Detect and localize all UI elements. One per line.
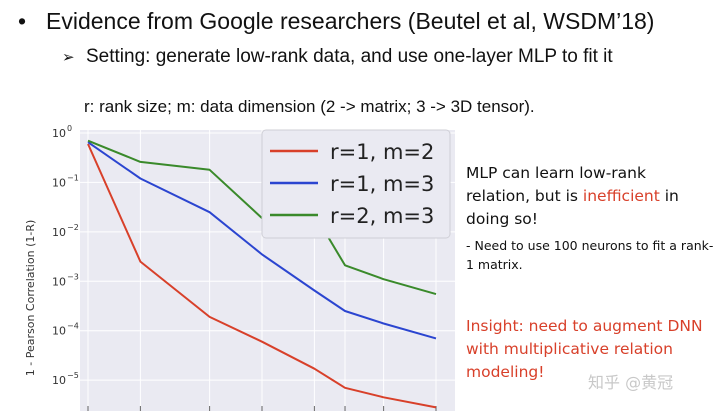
bullet-text: Evidence from Google researchers (Beutel… [46,8,655,34]
y-tick-label: 10 [52,127,66,140]
y-tick-label: 10 [52,374,66,387]
observation-text-end: in doing so! [466,187,679,228]
sub-bullet: ➢ Setting: generate low-rank data, and us… [62,46,613,68]
side-insight: Insight: need to augment DNN with multip… [466,317,703,381]
side-observation: MLP can learn low-rank relation, but is … [466,162,706,231]
y-tick-label: 10 [52,176,66,189]
y-tick-exponent: 0 [67,124,72,133]
y-tick-label: 10 [52,275,66,288]
definition-note: r: rank size; m: data dimension (2 -> ma… [84,97,535,116]
legend-box [261,129,451,239]
sub-bullet-text: Setting: generate low-rank data, and use… [86,46,613,67]
legend-label-2: r=2, m=3 [330,204,434,228]
arrow-bullet-icon: ➢ [62,49,75,66]
series-line-0 [87,143,437,409]
watermark: 知乎 @黄冠 [588,373,674,392]
y-tick-label: 10 [52,226,66,239]
y-tick-label: 10 [52,325,66,338]
bullet-point: • Evidence from Google researchers (Beute… [18,8,654,35]
y-tick-exponent: −5 [67,371,79,380]
y-tick-exponent: −1 [67,173,79,182]
y-tick-exponent: −2 [67,223,79,232]
legend-label-0: r=1, m=2 [330,140,434,164]
legend-label-1: r=1, m=3 [330,172,434,196]
bullet-dot-icon: • [18,8,27,34]
observation-text-start: MLP can learn low-rank relation, but is [466,164,646,205]
legend: r=1, m=2 r=1, m=3 r=2, m=3 [261,129,451,239]
y-axis-label: 1 - Pearson Correlation (1-R) [24,220,37,377]
y-tick-exponent: −4 [67,322,79,331]
y-tick-exponent: −3 [67,272,79,281]
series-line-1 [87,141,437,340]
observation-highlight: inefficient [582,187,660,205]
side-detail: - Need to use 100 neurons to fit a rank-… [466,238,714,272]
